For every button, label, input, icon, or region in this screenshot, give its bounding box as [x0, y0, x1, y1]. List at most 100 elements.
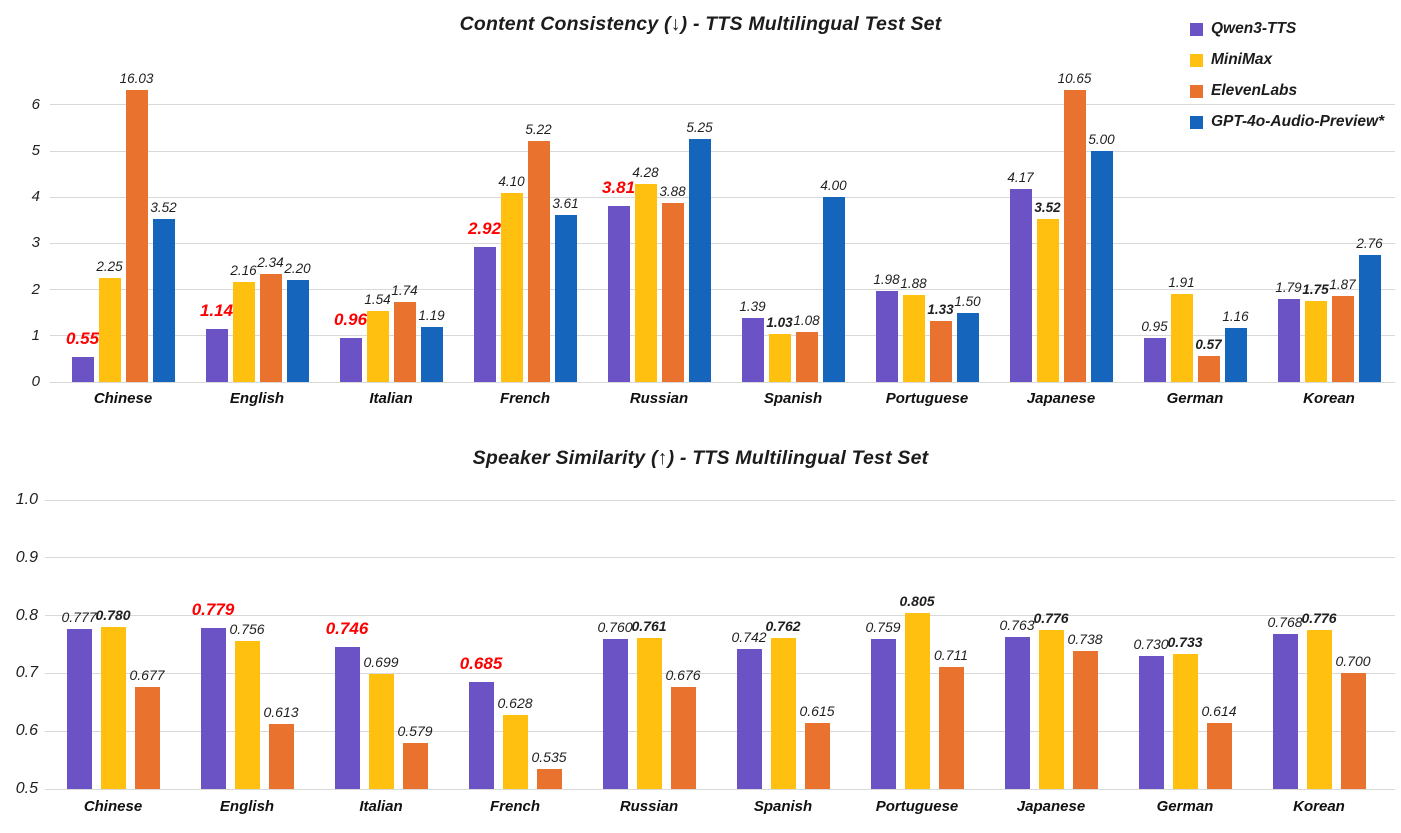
bar-value-label: 1.03	[766, 315, 793, 331]
bar-minimax-russian: 4.28	[632, 165, 659, 382]
plot-area: 0.777 0.780 0.677 0.779 0.756 0.613 0.746 0.699…	[46, 432, 1386, 789]
gridline	[50, 335, 1395, 337]
bar-minimax-italian: 0.699	[363, 654, 399, 789]
bar-group-spanish: 0.742 0.762 0.615	[716, 432, 850, 789]
legend-swatch-icon	[1190, 84, 1203, 98]
y-axis-tick-label: 6	[31, 95, 40, 113]
bar-gpt-4o-audio-preview-english: 2.20	[284, 261, 311, 382]
bar-value-label: 1.50	[954, 293, 981, 309]
bar-value-label: 0.711	[934, 647, 968, 663]
bar-elevenlabs-french: 0.535	[531, 749, 567, 789]
bar-group-chinese: 0.55 2.25 16.03 3.52	[56, 0, 190, 382]
bar-minimax-spanish: 0.762	[765, 618, 801, 789]
category-label-italian: Italian	[359, 798, 403, 815]
bar-minimax-portuguese: 0.805	[899, 593, 935, 789]
bar-value-label: 1.74	[391, 282, 418, 298]
bar-gpt-4o-audio-preview-chinese: 3.52	[150, 200, 177, 382]
bar-qwen3-tts-italian: 0.96	[334, 310, 367, 382]
bar-minimax-chinese: 0.780	[95, 607, 131, 789]
bar-value-label: 0.55	[65, 328, 100, 348]
bar-qwen3-tts-korean: 0.768	[1267, 614, 1303, 789]
bar-qwen3-tts-russian: 3.81	[602, 178, 635, 382]
bar-elevenlabs-german: 0.614	[1201, 703, 1237, 789]
bar-value-label: 0.756	[229, 621, 265, 637]
bar-value-label: 1.75	[1302, 282, 1329, 298]
bar-value-label: 1.16	[1222, 309, 1249, 325]
gridline	[45, 615, 1395, 617]
category-label-french: French	[489, 798, 540, 815]
bar-value-label: 0.685	[459, 654, 503, 674]
bar-value-label: 0.780	[95, 607, 131, 624]
chart-title: Speaker Similarity (↑) - TTS Multilingua…	[472, 447, 929, 469]
legend: Qwen3-TTS MiniMax ElevenLabs GPT-4o-Audio-P…	[1190, 20, 1384, 131]
bar-minimax-japanese: 3.52	[1034, 200, 1061, 382]
category-label-chinese: Chinese	[93, 390, 153, 407]
bar-minimax-german: 0.733	[1167, 634, 1203, 789]
bar-minimax-korean: 0.776	[1301, 610, 1337, 789]
legend-label: Qwen3-TTS	[1211, 20, 1297, 37]
category-label-japanese: Japanese	[1026, 390, 1096, 407]
bar-qwen3-tts-english: 1.14	[200, 301, 233, 382]
legend-item-minimax: MiniMax	[1190, 51, 1384, 69]
bar-value-label: 1.91	[1168, 274, 1195, 290]
bar-elevenlabs-portuguese: 1.33	[927, 302, 954, 382]
category-label-korean: Korean	[1303, 390, 1355, 407]
bar-value-label: 16.03	[119, 71, 154, 86]
x-axis-category-labels: Chinese English Italian French Russian Spanis…	[46, 798, 1386, 815]
bar-gpt-4o-audio-preview-italian: 1.19	[418, 308, 445, 382]
category-label-spanish: Spanish	[763, 390, 823, 407]
bar-value-label: 4.00	[820, 178, 847, 194]
bar-value-label: 0.733	[1167, 634, 1203, 651]
bar-minimax-italian: 1.54	[364, 292, 391, 382]
bar-qwen3-tts-german: 0.730	[1133, 636, 1169, 789]
bar-elevenlabs-japanese: 10.65	[1058, 71, 1091, 382]
bar-value-label: 0.762	[765, 617, 801, 634]
bar-group-french: 0.685 0.628 0.535	[448, 432, 582, 789]
bar-value-label: 0.738	[1067, 631, 1103, 648]
gridline	[45, 557, 1395, 559]
bar-group-chinese: 0.777 0.780 0.677	[46, 432, 180, 789]
bar-value-label: 4.28	[632, 165, 659, 181]
bar-elevenlabs-spanish: 1.08	[793, 313, 820, 382]
bar-value-label: 0.742	[731, 629, 767, 646]
y-axis-tick-label: 0.6	[15, 722, 38, 740]
bar-value-label: 0.615	[799, 702, 835, 719]
bar-value-label: 0.628	[497, 695, 533, 711]
bar-value-label: 0.96	[333, 309, 368, 329]
bar-gpt-4o-audio-preview-japanese: 5.00	[1088, 132, 1115, 382]
bar-minimax-korean: 1.75	[1302, 282, 1329, 382]
legend-swatch-icon	[1190, 53, 1203, 67]
legend-swatch-icon	[1190, 115, 1203, 129]
bar-elevenlabs-chinese: 0.677	[129, 667, 165, 789]
category-label-english: English	[229, 390, 285, 407]
legend-label: GPT-4o-Audio-Preview*	[1211, 113, 1385, 130]
bar-value-label: 0.57	[1195, 336, 1222, 352]
bar-group-korean: 1.79 1.75 1.87 2.76	[1262, 0, 1396, 382]
bar-minimax-english: 2.16	[230, 263, 257, 382]
bar-value-label: 0.779	[191, 599, 235, 619]
bar-minimax-french: 0.628	[497, 695, 533, 789]
bar-group-english: 0.779 0.756 0.613	[180, 432, 314, 789]
bar-gpt-4o-audio-preview-french: 3.61	[552, 196, 579, 382]
bar-value-label: 1.14	[199, 301, 234, 321]
bar-minimax-japanese: 0.776	[1033, 610, 1069, 789]
bar-minimax-portuguese: 1.88	[900, 276, 927, 382]
y-axis-tick-label: 3	[31, 234, 40, 252]
bar-minimax-french: 4.10	[498, 174, 525, 382]
bar-value-label: 0.700	[1335, 653, 1371, 670]
bar-value-label: 0.746	[325, 618, 369, 638]
category-label-japanese: Japanese	[1016, 798, 1086, 815]
bar-elevenlabs-italian: 0.579	[397, 723, 433, 789]
legend-item-gpt-4o-audio-preview: GPT-4o-Audio-Preview*	[1190, 113, 1384, 131]
bar-elevenlabs-russian: 0.676	[665, 667, 701, 789]
bar-elevenlabs-french: 5.22	[525, 122, 552, 382]
bar-value-label: 0.761	[631, 618, 667, 635]
bar-value-label: 1.79	[1275, 280, 1302, 296]
bar-qwen3-tts-chinese: 0.55	[66, 329, 99, 382]
bar-qwen3-tts-portuguese: 1.98	[873, 272, 900, 382]
bar-qwen3-tts-chinese: 0.777	[61, 609, 97, 789]
bar-gpt-4o-audio-preview-russian: 5.25	[686, 120, 713, 382]
bar-minimax-german: 1.91	[1168, 275, 1195, 382]
bar-elevenlabs-portuguese: 0.711	[934, 647, 968, 789]
gridline	[45, 788, 1395, 790]
